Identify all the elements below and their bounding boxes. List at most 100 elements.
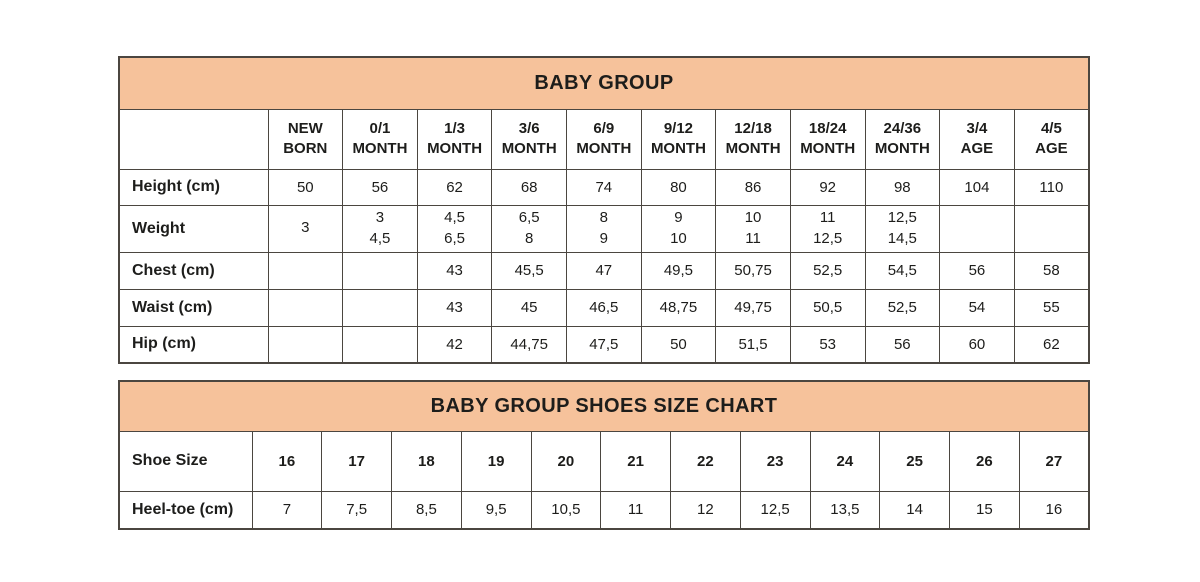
size-value-cell: 43 [416, 288, 493, 327]
size-value-cell [342, 251, 418, 290]
shoes-table-title: BABY GROUP SHOES SIZE CHART [118, 380, 1090, 432]
size-column-header: 18/24 MONTH [789, 108, 866, 170]
size-value-cell: 47,5 [566, 325, 642, 364]
size-column-header: 12/18 MONTH [715, 108, 791, 170]
size-value-cell: 98 [864, 168, 941, 206]
shoes-value-cell: 20 [530, 430, 602, 492]
size-value-cell: 51,5 [715, 325, 791, 364]
size-table-title: BABY GROUP [118, 56, 1090, 110]
shoes-value-cell: 24 [809, 430, 881, 492]
size-row-label: Weight [118, 204, 269, 253]
size-value-cell: 9 10 [640, 204, 717, 253]
size-value-cell: 10 11 [715, 204, 791, 253]
size-value-cell: 52,5 [864, 288, 941, 327]
size-value-cell: 86 [715, 168, 791, 206]
size-value-cell: 54 [939, 288, 1015, 327]
shoes-value-cell: 17 [321, 430, 392, 492]
size-value-cell: 3 4,5 [342, 204, 418, 253]
size-value-cell [267, 325, 344, 364]
size-value-cell: 62 [416, 168, 493, 206]
size-value-cell: 45 [491, 288, 567, 327]
size-value-cell [342, 325, 418, 364]
size-table-corner-cell [118, 108, 269, 170]
shoes-value-cell: 12,5 [739, 490, 811, 530]
size-value-cell: 56 [864, 325, 941, 364]
size-value-cell: 56 [939, 251, 1015, 290]
size-value-cell: 47 [566, 251, 642, 290]
size-value-cell: 6,5 8 [491, 204, 567, 253]
size-column-header: 6/9 MONTH [566, 108, 642, 170]
shoes-value-cell: 22 [670, 430, 741, 492]
size-value-cell: 12,5 14,5 [864, 204, 941, 253]
size-value-cell: 50,75 [715, 251, 791, 290]
shoes-value-cell: 13,5 [809, 490, 881, 530]
size-value-cell: 48,75 [640, 288, 717, 327]
shoes-value-cell: 19 [460, 430, 532, 492]
size-row-label: Chest (cm) [118, 251, 269, 290]
size-value-cell: 110 [1013, 168, 1090, 206]
size-column-header: 3/4 AGE [939, 108, 1015, 170]
shoes-value-cell: 21 [600, 430, 671, 492]
size-value-cell [1013, 204, 1090, 253]
size-row: Chest (cm) 43 45,5 47 49,5 50,75 52,5 54,5 56 58 [118, 251, 1090, 290]
shoes-value-cell: 16 [1018, 490, 1090, 530]
size-value-cell: 54,5 [864, 251, 941, 290]
size-value-cell: 55 [1013, 288, 1090, 327]
shoes-row-label: Shoe Size [118, 430, 253, 492]
shoes-value-cell: 15 [949, 490, 1020, 530]
size-column-header: NEW BORN [267, 108, 344, 170]
size-value-cell: 4,5 6,5 [416, 204, 493, 253]
shoes-value-cell: 27 [1018, 430, 1090, 492]
shoes-row: Heel-toe (cm) 7 7,5 8,5 9,5 10,5 11 12 12,5 13,5 1… [118, 490, 1090, 530]
size-value-cell: 44,75 [491, 325, 567, 364]
shoes-value-cell: 12 [670, 490, 741, 530]
baby-group-size-table: BABY GROUP NEW BORN 0/1 MONTH 1/3 MONTH 3/6… [118, 56, 1090, 364]
shoes-value-cell: 23 [739, 430, 811, 492]
size-value-cell: 50,5 [789, 288, 866, 327]
size-value-cell: 46,5 [566, 288, 642, 327]
size-value-cell [267, 288, 344, 327]
shoes-value-cell: 7 [251, 490, 323, 530]
size-value-cell: 104 [939, 168, 1015, 206]
size-column-header: 0/1 MONTH [342, 108, 418, 170]
size-row: Waist (cm) 43 45 46,5 48,75 49,75 50,5 52,5 54 55 [118, 288, 1090, 327]
size-value-cell: 80 [640, 168, 717, 206]
size-column-header: 4/5 AGE [1013, 108, 1090, 170]
size-value-cell: 74 [566, 168, 642, 206]
baby-group-shoes-table: BABY GROUP SHOES SIZE CHART Shoe Size 16 1… [118, 380, 1090, 530]
size-value-cell: 50 [640, 325, 717, 364]
shoes-row-label: Heel-toe (cm) [118, 490, 253, 530]
size-column-header: 9/12 MONTH [640, 108, 717, 170]
size-value-cell: 52,5 [789, 251, 866, 290]
size-value-cell: 92 [789, 168, 866, 206]
size-value-cell: 45,5 [491, 251, 567, 290]
shoes-table-title-band: BABY GROUP SHOES SIZE CHART [118, 380, 1090, 432]
size-value-cell: 50 [267, 168, 344, 206]
size-value-cell: 49,5 [640, 251, 717, 290]
shoes-value-cell: 14 [879, 490, 950, 530]
size-column-header: 1/3 MONTH [416, 108, 493, 170]
size-value-cell: 53 [789, 325, 866, 364]
size-value-cell: 8 9 [566, 204, 642, 253]
size-column-header: 24/36 MONTH [864, 108, 941, 170]
size-value-cell [939, 204, 1015, 253]
size-value-cell: 60 [939, 325, 1015, 364]
size-value-cell [267, 251, 344, 290]
size-value-cell: 68 [491, 168, 567, 206]
size-column-header: 3/6 MONTH [491, 108, 567, 170]
size-value-cell: 58 [1013, 251, 1090, 290]
shoes-value-cell: 11 [600, 490, 671, 530]
shoes-value-cell: 18 [391, 430, 462, 492]
size-row-label: Height (cm) [118, 168, 269, 206]
shoes-value-cell: 26 [949, 430, 1020, 492]
size-value-cell [342, 288, 418, 327]
size-row-label: Waist (cm) [118, 288, 269, 327]
shoes-value-cell: 7,5 [321, 490, 392, 530]
size-row: Hip (cm) 42 44,75 47,5 50 51,5 53 56 60 62 [118, 325, 1090, 364]
size-value-cell: 11 12,5 [789, 204, 866, 253]
size-row: Height (cm) 50 56 62 68 74 80 86 92 98 104 110 [118, 168, 1090, 206]
size-value-cell: 49,75 [715, 288, 791, 327]
shoes-value-cell: 9,5 [460, 490, 532, 530]
size-row-label: Hip (cm) [118, 325, 269, 364]
